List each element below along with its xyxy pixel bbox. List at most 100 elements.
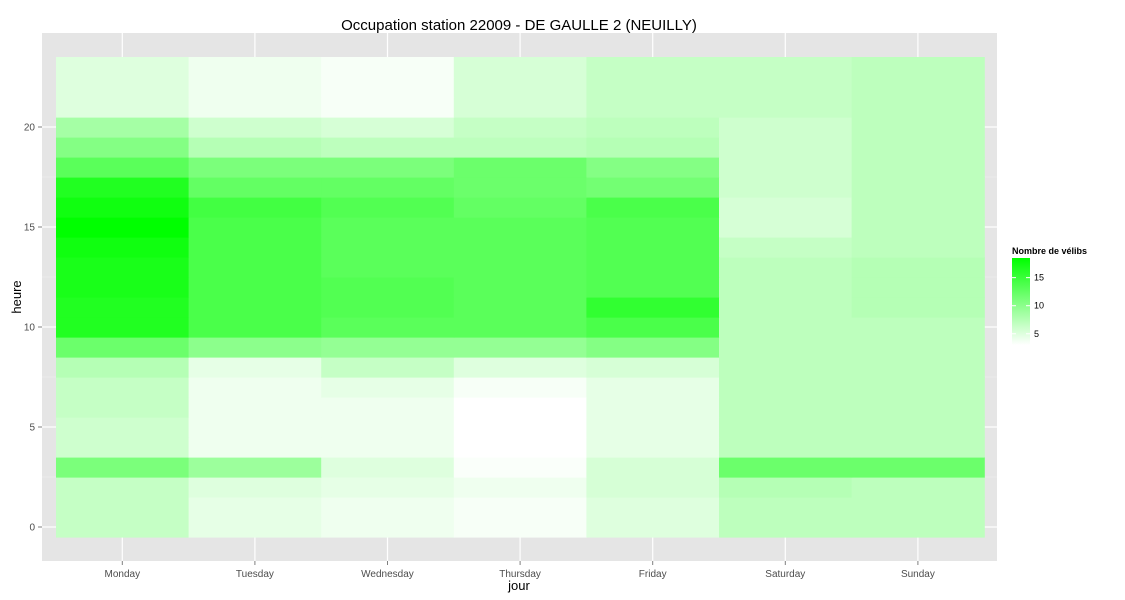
heatmap-cell xyxy=(453,497,587,518)
heatmap-cell xyxy=(56,77,190,98)
heatmap-cell xyxy=(56,497,190,518)
heatmap-cell xyxy=(586,437,720,458)
heatmap-cell xyxy=(586,277,720,298)
heatmap-cell xyxy=(453,257,587,278)
y-tick-label: 15 xyxy=(24,223,36,234)
heatmap-cell xyxy=(453,157,587,178)
heatmap-cell xyxy=(56,277,190,298)
y-tick-label: 5 xyxy=(29,423,35,434)
heatmap-cell xyxy=(321,377,455,398)
heatmap-cell xyxy=(719,277,853,298)
heatmap-cell xyxy=(453,277,587,298)
heatmap-cell xyxy=(586,497,720,518)
heatmap-cell xyxy=(188,77,322,98)
heatmap-cell xyxy=(586,417,720,438)
heatmap-cell xyxy=(719,77,853,98)
heatmap-cell xyxy=(321,437,455,458)
heatmap-cell xyxy=(586,57,720,78)
heatmap-cell xyxy=(321,317,455,338)
x-tick-label: Wednesday xyxy=(361,569,414,580)
heatmap-cell xyxy=(188,317,322,338)
x-tick-label: Thursday xyxy=(499,569,541,580)
heatmap-cell xyxy=(56,97,190,118)
heatmap-cell xyxy=(321,57,455,78)
heatmap-cell xyxy=(321,297,455,318)
heatmap-cell xyxy=(586,237,720,258)
x-tick-label: Friday xyxy=(639,569,667,580)
heatmap-cell xyxy=(321,117,455,138)
heatmap-cell xyxy=(453,357,587,378)
heatmap-cell xyxy=(719,197,853,218)
heatmap-cell xyxy=(321,477,455,498)
heatmap-cell xyxy=(851,517,985,538)
heatmap-cell xyxy=(851,417,985,438)
heatmap-cell xyxy=(453,377,587,398)
heatmap-cell xyxy=(321,357,455,378)
heatmap-cell xyxy=(851,457,985,478)
heatmap-cell xyxy=(188,177,322,198)
heatmap-cell xyxy=(851,57,985,78)
heatmap-cell xyxy=(321,517,455,538)
legend-title: Nombre de vélibs xyxy=(1012,246,1087,256)
heatmap-cell xyxy=(851,397,985,418)
heatmap-cell xyxy=(188,97,322,118)
heatmap-cell xyxy=(851,277,985,298)
heatmap-cell xyxy=(719,137,853,158)
heatmap-cell xyxy=(188,377,322,398)
heatmap-cell xyxy=(188,397,322,418)
y-tick-label: 20 xyxy=(24,123,36,134)
heatmap-cell xyxy=(851,237,985,258)
heatmap-cell xyxy=(188,517,322,538)
heatmap-cell xyxy=(453,417,587,438)
heatmap-cell xyxy=(719,177,853,198)
heatmap-cell xyxy=(56,377,190,398)
heatmap-cell xyxy=(719,97,853,118)
heatmap-cell xyxy=(851,337,985,358)
heatmap-cell xyxy=(719,117,853,138)
heatmap-cell xyxy=(321,137,455,158)
legend-tick-label: 5 xyxy=(1034,329,1039,339)
heatmap-cell xyxy=(719,217,853,238)
heatmap-cell xyxy=(851,157,985,178)
heatmap-cell xyxy=(56,157,190,178)
heatmap-cell xyxy=(56,517,190,538)
heatmap-cell xyxy=(453,97,587,118)
heatmap-cell xyxy=(851,377,985,398)
heatmap-cell xyxy=(851,257,985,278)
color-legend: Nombre de vélibs 5 10 15 xyxy=(1012,246,1087,345)
heatmap-cell xyxy=(56,177,190,198)
heatmap-tiles xyxy=(56,57,985,538)
heatmap-cell xyxy=(321,197,455,218)
heatmap-cell xyxy=(321,177,455,198)
heatmap-cell xyxy=(586,297,720,318)
heatmap-cell xyxy=(453,477,587,498)
heatmap-cell xyxy=(586,377,720,398)
heatmap-cell xyxy=(188,257,322,278)
heatmap-cell xyxy=(56,57,190,78)
heatmap-cell xyxy=(851,217,985,238)
heatmap-cell xyxy=(321,97,455,118)
heatmap-cell xyxy=(321,277,455,298)
heatmap-cell xyxy=(321,397,455,418)
x-tick-label: Sunday xyxy=(901,569,935,580)
heatmap-cell xyxy=(188,297,322,318)
heatmap-cell xyxy=(719,357,853,378)
heatmap-cell xyxy=(321,217,455,238)
heatmap-cell xyxy=(188,417,322,438)
heatmap-cell xyxy=(586,97,720,118)
heatmap-cell xyxy=(586,357,720,378)
heatmap-cell xyxy=(56,117,190,138)
heatmap-cell xyxy=(188,437,322,458)
heatmap-cell xyxy=(851,437,985,458)
heatmap-cell xyxy=(719,257,853,278)
heatmap-cell xyxy=(719,437,853,458)
heatmap-cell xyxy=(188,237,322,258)
heatmap-cell xyxy=(321,77,455,98)
heatmap-cell xyxy=(321,497,455,518)
heatmap-cell xyxy=(586,197,720,218)
heatmap-cell xyxy=(188,157,322,178)
heatmap-cell xyxy=(586,337,720,358)
heatmap-cell xyxy=(453,137,587,158)
heatmap-cell xyxy=(851,317,985,338)
heatmap-cell xyxy=(321,337,455,358)
